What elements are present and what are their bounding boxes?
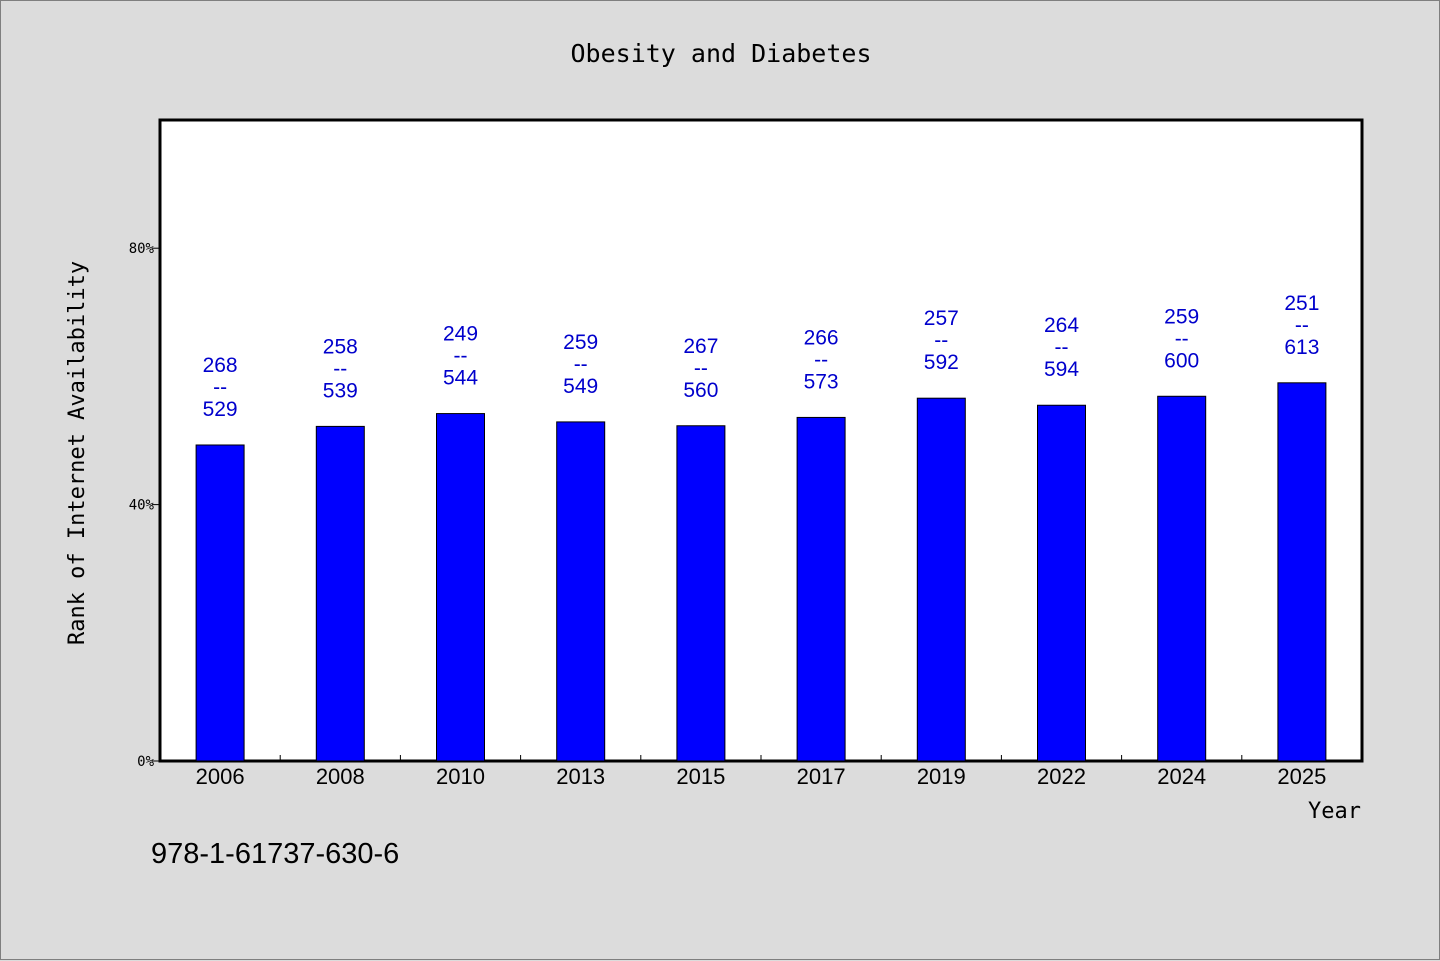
y-axis-label: Rank of Internet Availability (65, 261, 90, 645)
data-label-value: 267 (683, 335, 718, 358)
x-tick-label: 2024 (1157, 764, 1206, 789)
data-label-value: 594 (1044, 358, 1079, 381)
data-label-value: 251 (1284, 292, 1319, 315)
y-tick-label: 80% (129, 241, 155, 257)
x-tick-label: 2015 (676, 764, 725, 789)
isbn-label: 978-1-61737-630-6 (151, 838, 399, 870)
bar-2008 (315, 425, 365, 762)
data-label-value: 560 (683, 379, 718, 402)
data-label-separator: -- (454, 345, 468, 368)
x-tick-label: 2008 (316, 764, 365, 789)
bar-2010 (436, 413, 485, 762)
y-tick-label: 0% (137, 754, 154, 770)
data-label-value: 549 (563, 375, 598, 398)
data-label-value: 259 (1164, 305, 1199, 328)
data-label-value: 257 (924, 307, 959, 330)
data-label-separator: -- (934, 329, 948, 352)
data-label-value: 259 (563, 331, 598, 354)
x-tick-label: 2019 (917, 764, 966, 789)
y-tick-label: 40% (129, 498, 155, 514)
data-label-value: 544 (443, 367, 478, 390)
bar-2015 (676, 425, 726, 762)
bar-2024 (1157, 395, 1207, 762)
data-labels: 529--268539--258544--249549--259560--267… (203, 292, 1320, 421)
bar-2006 (195, 444, 245, 762)
data-label-value: 264 (1044, 314, 1079, 337)
x-tick-label: 2017 (797, 764, 846, 789)
data-label-value: 573 (804, 370, 839, 393)
bars (195, 382, 1327, 762)
data-label-value: 529 (203, 398, 238, 421)
x-axis: 2006 2008 2010 2013 2015 2017 2019 2022 2024 2025 (196, 755, 1326, 789)
data-label-separator: -- (694, 357, 708, 380)
bar-2013 (556, 421, 606, 762)
x-tick-label: 2006 (196, 764, 245, 789)
bar-2025 (1277, 382, 1327, 762)
data-label-separator: -- (1055, 336, 1069, 359)
data-label-separator: -- (333, 357, 347, 380)
data-label-value: 268 (203, 354, 238, 377)
bar-2022 (1037, 404, 1086, 762)
x-tick-label: 2013 (556, 764, 605, 789)
bar-2017 (796, 416, 846, 762)
y-axis: 0% 40% 80% (129, 241, 160, 770)
x-tick-label: 2025 (1277, 764, 1326, 789)
data-label-value: 249 (443, 323, 478, 346)
data-label-separator: -- (814, 348, 828, 371)
data-label-value: 258 (323, 335, 358, 358)
data-label-value: 266 (804, 326, 839, 349)
data-label-separator: -- (213, 376, 227, 399)
data-label-separator: -- (1295, 314, 1309, 337)
x-tick-label: 2010 (436, 764, 485, 789)
data-label-value: 613 (1284, 336, 1319, 359)
x-tick-label: 2022 (1037, 764, 1086, 789)
data-label-separator: -- (574, 353, 588, 376)
chart-title: Obesity and Diabetes (570, 39, 871, 68)
data-label-value: 600 (1164, 349, 1199, 372)
x-axis-label: Year (1308, 799, 1361, 824)
data-label-separator: -- (1175, 327, 1189, 350)
data-label-value: 539 (323, 379, 358, 402)
data-label-value: 592 (924, 351, 959, 374)
bar-2019 (916, 397, 966, 762)
